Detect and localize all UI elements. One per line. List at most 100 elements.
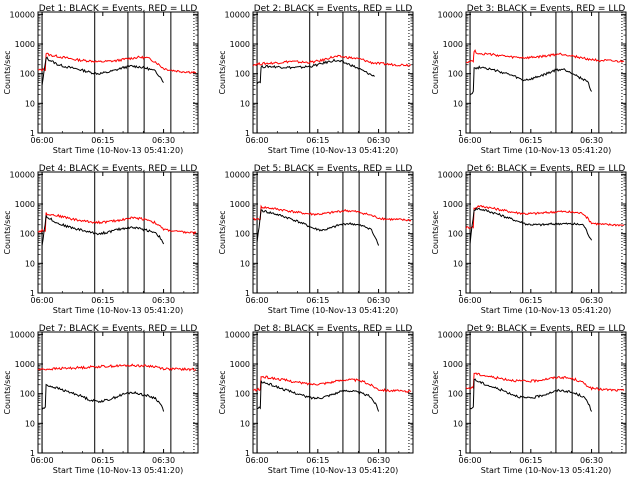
- plot-frame: [465, 171, 627, 294]
- x-tick-label: 06:15: [306, 456, 329, 465]
- x-tick-label: 06:00: [246, 456, 269, 465]
- y-tick-label: 10: [453, 259, 463, 268]
- panel-5: Det 5: BLACK = Events, RED = LLD 1 10 100 10…: [218, 164, 414, 315]
- x-tick-label: 06:15: [91, 296, 114, 305]
- y-tick-label: 100: [448, 390, 463, 399]
- panel-1: Det 1: BLACK = Events, RED = LLD 1 10 100 10…: [3, 4, 199, 155]
- y-tick-label: 100: [235, 70, 250, 79]
- y-tick-label: 1: [30, 449, 35, 458]
- x-axis-label: Start Time (10-Nov-13 05:41:20): [268, 306, 398, 315]
- y-tick-label: 1: [245, 129, 250, 138]
- x-tick-label: 06:15: [519, 136, 542, 145]
- x-tick-label: 06:00: [246, 136, 269, 145]
- x-tick-label: 06:30: [152, 136, 175, 145]
- panel-title: Det 6: BLACK = Events, RED = LLD: [467, 164, 626, 174]
- y-tick-label: 1000: [443, 200, 463, 209]
- y-tick-label: 1000: [443, 360, 463, 369]
- x-tick-label: 06:30: [152, 456, 175, 465]
- y-tick-label: 1: [245, 449, 250, 458]
- y-tick-label: 10000: [438, 330, 463, 339]
- x-axis-label: Start Time (10-Nov-13 05:41:20): [53, 466, 183, 475]
- plot-frame: [252, 171, 414, 294]
- x-tick-label: 06:15: [519, 296, 542, 305]
- y-tick-label: 1: [245, 289, 250, 298]
- panel-title: Det 8: BLACK = Events, RED = LLD: [254, 324, 413, 334]
- events-series: [41, 383, 165, 412]
- y-tick-label: 10: [240, 419, 250, 428]
- events-series: [256, 380, 380, 412]
- panel-title: Det 9: BLACK = Events, RED = LLD: [467, 324, 626, 334]
- plot-frame: [252, 11, 414, 134]
- y-tick-label: 10: [25, 99, 35, 108]
- lld-series: [37, 212, 197, 236]
- x-tick-label: 06:30: [367, 296, 390, 305]
- plot-frame: [252, 331, 414, 454]
- lld-series: [465, 49, 625, 64]
- x-tick-label: 06:00: [459, 456, 482, 465]
- panel-9: Det 9: BLACK = Events, RED = LLD 1 10 100 10…: [431, 324, 627, 475]
- y-tick-label: 100: [235, 390, 250, 399]
- x-tick-label: 06:00: [459, 136, 482, 145]
- y-axis-label: Counts/sec: [218, 210, 227, 254]
- y-tick-label: 1: [458, 289, 463, 298]
- x-tick-label: 06:30: [367, 456, 390, 465]
- y-tick-label: 1000: [15, 200, 35, 209]
- plot-frame: [465, 11, 627, 134]
- x-axis-label: Start Time (10-Nov-13 05:41:20): [481, 306, 611, 315]
- x-axis-label: Start Time (10-Nov-13 05:41:20): [53, 146, 183, 155]
- y-tick-label: 10: [240, 259, 250, 268]
- y-axis-label: Counts/sec: [218, 370, 227, 414]
- x-tick-label: 06:00: [246, 296, 269, 305]
- y-tick-label: 1: [458, 129, 463, 138]
- panel-7: Det 7: BLACK = Events, RED = LLD 1 10 100 10…: [3, 324, 199, 475]
- y-tick-label: 1: [30, 289, 35, 298]
- events-series: [41, 215, 165, 246]
- y-axis-label: Counts/sec: [431, 370, 440, 414]
- y-tick-label: 1000: [230, 40, 250, 49]
- events-series: [469, 207, 593, 244]
- y-tick-label: 1000: [443, 40, 463, 49]
- y-tick-label: 1000: [15, 40, 35, 49]
- y-tick-label: 10000: [225, 170, 250, 179]
- events-series: [256, 58, 375, 85]
- plot-frame: [37, 11, 199, 134]
- y-tick-label: 1000: [230, 360, 250, 369]
- y-tick-label: 10000: [438, 170, 463, 179]
- y-axis-label: Counts/sec: [431, 50, 440, 94]
- y-tick-label: 10000: [225, 330, 250, 339]
- panel-4: Det 4: BLACK = Events, RED = LLD 1 10 100 10…: [3, 164, 199, 315]
- x-tick-label: 06:00: [31, 456, 54, 465]
- y-tick-label: 10000: [10, 10, 35, 19]
- plot-frame: [37, 331, 199, 454]
- x-tick-label: 06:30: [152, 296, 175, 305]
- y-tick-label: 100: [20, 390, 35, 399]
- lld-series: [252, 54, 412, 67]
- lld-series: [252, 204, 412, 222]
- x-tick-label: 06:15: [91, 136, 114, 145]
- y-tick-label: 100: [235, 230, 250, 239]
- x-tick-label: 06:30: [580, 136, 603, 145]
- x-tick-label: 06:30: [580, 296, 603, 305]
- panel-3: Det 3: BLACK = Events, RED = LLD 1 10 100 10…: [431, 4, 627, 155]
- y-tick-label: 1: [458, 449, 463, 458]
- x-tick-label: 06:00: [31, 296, 54, 305]
- y-tick-label: 1000: [15, 360, 35, 369]
- panel-6: Det 6: BLACK = Events, RED = LLD 1 10 100 10…: [431, 164, 627, 315]
- y-tick-label: 100: [448, 70, 463, 79]
- y-tick-label: 10: [25, 419, 35, 428]
- x-tick-label: 06:00: [31, 136, 54, 145]
- y-axis-label: Counts/sec: [3, 370, 12, 414]
- y-tick-label: 10: [25, 259, 35, 268]
- lld-series: [37, 363, 197, 372]
- y-axis-label: Counts/sec: [431, 210, 440, 254]
- y-tick-label: 1: [30, 129, 35, 138]
- x-axis-label: Start Time (10-Nov-13 05:41:20): [268, 466, 398, 475]
- x-axis-label: Start Time (10-Nov-13 05:41:20): [53, 306, 183, 315]
- x-tick-label: 06:30: [367, 136, 390, 145]
- events-series: [469, 378, 593, 412]
- y-axis-label: Counts/sec: [218, 50, 227, 94]
- events-series: [41, 56, 164, 85]
- panel-title: Det 5: BLACK = Events, RED = LLD: [254, 164, 413, 174]
- y-tick-label: 100: [448, 230, 463, 239]
